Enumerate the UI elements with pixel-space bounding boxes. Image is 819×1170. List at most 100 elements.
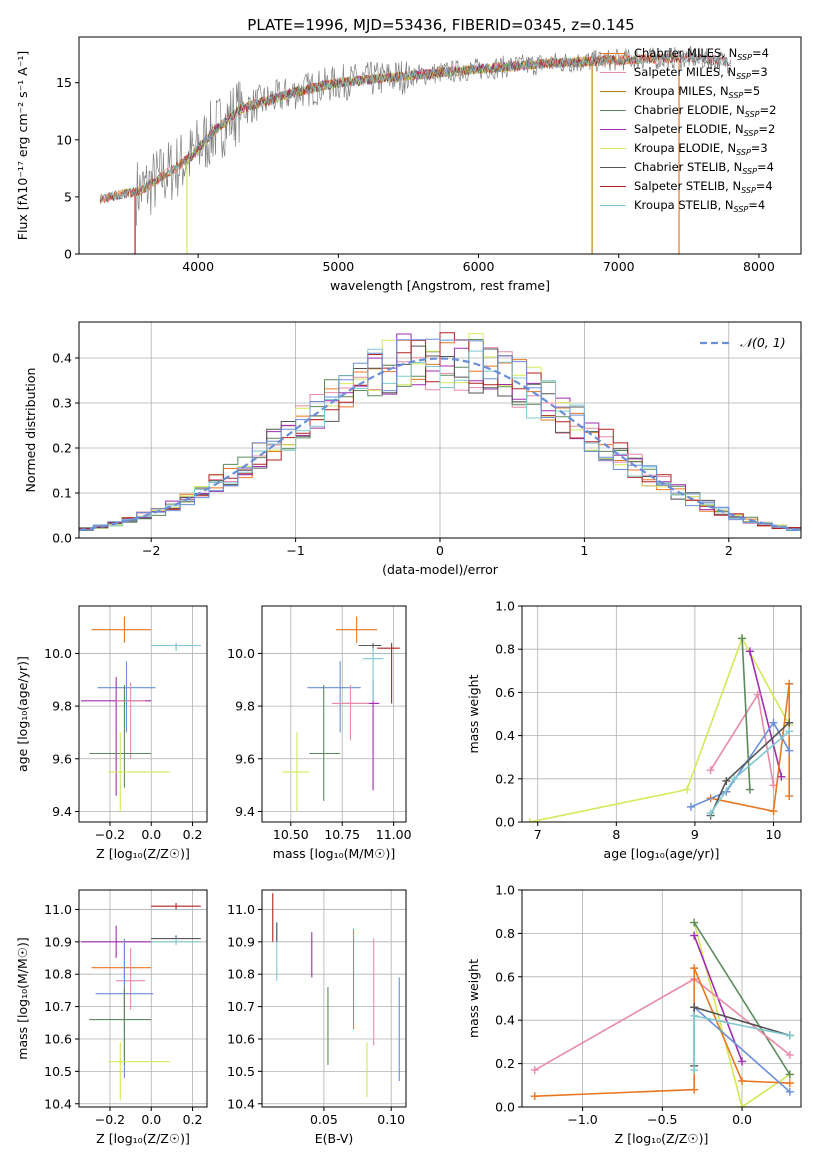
axes-frame-age_vs_z: −0.2 0.0 0.2 9.4 9.6 9.8 10.0 Z [log₁₀(Z/Z☉)] ag… [15, 605, 208, 861]
plot-area-mass_vs_ebv [272, 893, 400, 1098]
model-spectrum-salpeter_elodie [183, 56, 591, 166]
y-tick-label: 10.8 [227, 967, 255, 982]
errorbar-point-kroupa_stelib [151, 642, 201, 651]
x-tick-label: −0.2 [95, 827, 125, 842]
errorbar-point-kroupa_elodie [107, 732, 170, 812]
plot-area-residuals [79, 332, 801, 533]
weight-line-kroupa_elodie [693, 922, 791, 1107]
weight-marker-blue [769, 718, 778, 727]
y-tick-label: 0.8 [495, 642, 515, 657]
y-tick-label: 0.2 [495, 771, 515, 786]
y-axis-label: age [log₁₀(age/yr)] [15, 656, 30, 772]
errorbar-point-blue [97, 661, 156, 733]
legend-entry: Kroupa ELODIE, NSSP=3 [634, 141, 768, 157]
x-tick-label: −1 [286, 543, 304, 558]
weight-marker-blue [785, 1087, 794, 1096]
x-tick-label: 1 [580, 543, 588, 558]
axes-frame-spectrum: 4000 5000 6000 7000 8000 0 5 10 15 wavelength [An… [15, 36, 802, 293]
weight-marker-chabrier_miles [785, 792, 794, 801]
panel-age_vs_mass: 10.50 10.75 11.00 9.4 9.6 9.8 10.0 mass [log₁₀(… [227, 605, 412, 861]
axes-frame [521, 889, 802, 1108]
legend-spectrum: Chabrier MILES, NSSP=4 Salpeter MILES, NS… [600, 46, 776, 214]
weight-line-salpeter_elodie [749, 651, 783, 777]
errorbar-point-kroupa_elodie [282, 732, 310, 812]
y-tick-label: 5 [64, 189, 72, 204]
x-tick-label: 6000 [463, 259, 495, 274]
y-tick-label: 0.8 [495, 926, 515, 941]
x-tick-label: 9 [691, 827, 699, 842]
weight-line-chabrier_stelib [709, 722, 790, 816]
weight-line-blue [690, 721, 790, 808]
model-spectrum-chabrier_elodie [183, 56, 591, 166]
y-tick-label: 10.6 [227, 1031, 255, 1046]
weight-marker-chabrier_miles [785, 1079, 794, 1088]
axes-frame-age_vs_mass: 10.50 10.75 11.00 9.4 9.6 9.8 10.0 mass [log₁₀(… [227, 605, 412, 861]
y-tick-label: 0.0 [495, 1100, 515, 1115]
weight-marker-chabrier_elodie [690, 918, 699, 927]
y-tick-label: 0.6 [495, 685, 515, 700]
legend-entry: Salpeter ELODIE, NSSP=2 [634, 122, 775, 138]
weight-marker-chabrier_stelib [722, 776, 731, 785]
weight-marker-kroupa_stelib [706, 809, 715, 818]
weight-marker-salpeter_elodie [745, 647, 754, 656]
weight-marker-chabrier_miles [690, 1085, 699, 1094]
weight-marker-kroupa_elodie [683, 785, 692, 794]
gaussian-curve [79, 357, 801, 532]
panel-age_vs_z: −0.2 0.0 0.2 9.4 9.6 9.8 10.0 Z [log₁₀(Z/Z☉)] ag… [15, 605, 208, 861]
axes-frame [78, 889, 208, 1108]
y-tick-label: 1.0 [495, 883, 515, 898]
axes-frame-weight_vs_age: 7 8 9 10 0.0 0.2 0.4 0.6 0.8 1.0 age [log₁₀(age/yr… [466, 599, 802, 861]
weight-marker-kroupa_stelib [690, 1011, 699, 1020]
weight-marker-blue [785, 746, 794, 755]
y-tick-label: 9.4 [52, 804, 72, 819]
errorbar-point-kroupa_elodie [107, 1042, 170, 1101]
weight-marker-chabrier_miles [690, 964, 699, 973]
y-tick-label: 10.7 [44, 999, 72, 1014]
x-tick-label: 0.0 [141, 1112, 161, 1127]
weight-marker-chabrier_elodie [785, 1070, 794, 1079]
legend-entry: Salpeter MILES, NSSP=3 [634, 65, 768, 81]
y-tick-label: 10.5 [44, 1064, 72, 1079]
x-tick-label: 0.2 [183, 1112, 203, 1127]
legend-entry: Salpeter STELIB, NSSP=4 [634, 179, 773, 195]
axes-frame-residuals: −2 −1 0 1 2 0.0 0.1 0.2 0.3 0.4 (data-model)/error… [23, 321, 802, 577]
plot-area-age_vs_mass [282, 616, 400, 812]
x-tick-label: 4000 [182, 259, 214, 274]
weight-marker-kroupa_stelib [785, 1031, 794, 1040]
weight-line-kroupa_elodie [529, 636, 790, 822]
plot-area-age_vs_z [81, 616, 201, 812]
x-tick-label: −0.5 [647, 1112, 677, 1127]
y-tick-label: 10.4 [44, 1096, 72, 1111]
x-axis-label: mass [log₁₀(M/M☉)] [273, 846, 395, 861]
panel-mass_vs_z: −0.2 0.0 0.2 10.4 10.5 10.6 10.7 10.8 10.9 11.0 Z … [15, 889, 208, 1146]
weight-marker-kroupa_stelib [730, 774, 739, 783]
x-tick-label: 10 [766, 827, 782, 842]
weight-marker-chabrier_elodie [738, 634, 747, 643]
errorbar-point-salpeter_miles [116, 948, 146, 1010]
x-tick-label: 0.2 [183, 827, 203, 842]
x-axis-label: wavelength [Angstrom, rest frame] [330, 278, 550, 293]
x-tick-label: 0.05 [310, 1112, 338, 1127]
x-axis-label: Z [log₁₀(Z/Z☉)] [615, 1131, 709, 1146]
y-tick-label: 0.2 [52, 441, 72, 456]
weight-marker-chabrier_elodie [745, 785, 754, 794]
weight-marker-chabrier_miles [785, 679, 794, 688]
axes-frame [521, 605, 802, 823]
y-tick-label: 10.0 [227, 646, 255, 661]
y-tick-label: 0.3 [52, 396, 72, 411]
errorbar-point-salpeter_miles [116, 682, 146, 759]
y-tick-label: 0.4 [495, 1013, 515, 1028]
observed-spectrum [136, 45, 731, 226]
legend-entry: Kroupa STELIB, NSSP=4 [634, 198, 765, 214]
weight-marker-salpeter_elodie [690, 931, 699, 940]
y-tick-label: 1.0 [495, 599, 515, 614]
panel-mass_vs_ebv: 0.05 0.10 10.4 10.5 10.6 10.7 10.8 10.9 11.0 E(B-… [227, 889, 407, 1146]
weight-marker-salpeter_elodie [738, 1057, 747, 1066]
x-axis-label: E(B-V) [315, 1131, 354, 1146]
plot-area-weight_vs_z [530, 918, 794, 1107]
errorbar-point-chabrier_miles [336, 616, 378, 643]
y-tick-label: 0.6 [495, 969, 515, 984]
y-axis-label: Normed distribution [23, 368, 38, 493]
x-tick-label: 10.75 [324, 827, 360, 842]
errorbar-point-salpeter_elodie [342, 679, 380, 791]
